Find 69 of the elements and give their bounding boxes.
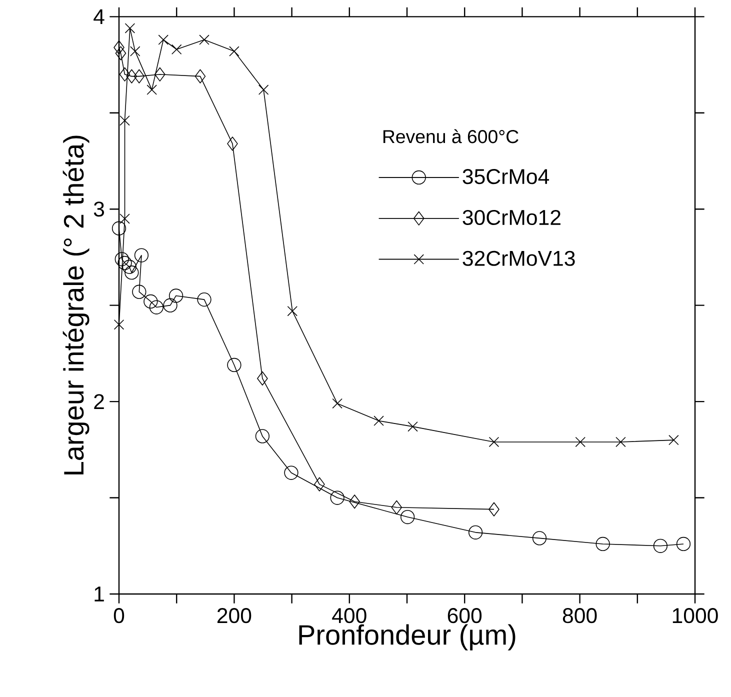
x-tick-label: 800 — [562, 608, 597, 624]
point — [488, 436, 500, 448]
point — [374, 416, 384, 426]
point — [488, 502, 500, 516]
x-tick-label: 0 — [114, 608, 124, 624]
point — [132, 284, 146, 299]
point — [400, 510, 415, 524]
point — [332, 398, 342, 409]
point — [118, 256, 132, 270]
point — [575, 436, 586, 448]
point — [391, 500, 402, 514]
point — [114, 319, 124, 330]
point — [163, 298, 178, 312]
point — [144, 294, 158, 309]
y-axis-title: Largeur intégrale (° 2 théta) — [62, 136, 90, 474]
x-tick-label: 600 — [448, 608, 482, 624]
point — [146, 84, 157, 95]
point — [653, 538, 668, 553]
point — [112, 221, 126, 236]
point — [227, 358, 242, 372]
point — [668, 434, 679, 446]
point — [258, 84, 269, 95]
point — [257, 371, 268, 386]
point — [408, 421, 418, 432]
point — [229, 46, 240, 56]
point — [114, 40, 124, 55]
legend-title: Revenu à 600°C — [383, 129, 518, 144]
point — [134, 69, 145, 84]
point — [120, 214, 130, 224]
y-tick-label: 3 — [94, 202, 104, 217]
point — [676, 536, 691, 552]
point — [119, 67, 130, 82]
point — [122, 260, 136, 274]
point — [227, 136, 238, 151]
point — [158, 34, 168, 45]
point — [330, 490, 344, 505]
point — [130, 46, 140, 56]
point — [171, 44, 182, 54]
point — [197, 292, 212, 307]
legend-label: 30CrMo12 — [462, 210, 560, 226]
x-tick-label: 200 — [217, 608, 252, 624]
legend-label: 35CrMo4 — [462, 169, 550, 184]
point — [287, 306, 298, 316]
point — [168, 288, 184, 303]
point — [134, 248, 149, 262]
x-axis-title: Pronfondeur (µm) — [299, 624, 516, 650]
y-tick-label: 2 — [94, 394, 104, 410]
x-tick-label: 400 — [332, 608, 366, 624]
legend-label: 32CrMoV13 — [462, 250, 575, 266]
y-tick-label: 1 — [94, 586, 104, 602]
point — [255, 429, 270, 444]
x-tick-label: 1000 — [672, 608, 718, 624]
point — [199, 34, 210, 45]
point — [194, 69, 206, 84]
point — [124, 266, 139, 280]
point — [596, 536, 610, 552]
point — [616, 436, 626, 448]
point — [284, 466, 298, 480]
point — [120, 115, 130, 126]
y-tick-label: 4 — [94, 9, 104, 24]
point — [314, 477, 325, 492]
point — [124, 23, 136, 34]
point — [532, 531, 547, 546]
point — [468, 525, 483, 540]
point — [154, 67, 166, 82]
point — [126, 69, 138, 84]
point — [149, 300, 164, 314]
point — [114, 252, 129, 266]
point — [349, 494, 360, 509]
